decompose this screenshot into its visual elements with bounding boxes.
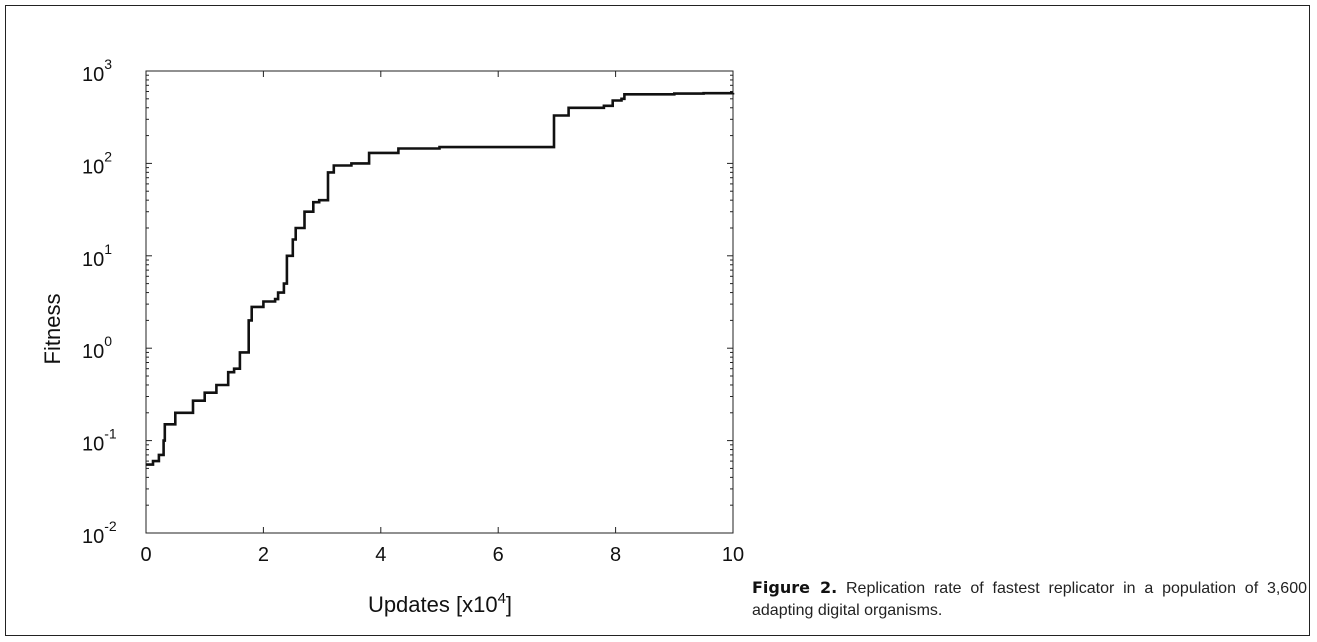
x-axis-label-exponent: 4 (498, 590, 506, 607)
figure-frame (5, 5, 1310, 636)
plot-frame (145, 70, 734, 534)
x-tick-label: 4 (375, 544, 386, 566)
y-tick-label: 100 (82, 333, 112, 363)
y-tick-label: 10-1 (82, 426, 117, 456)
y-tick-label: 101 (82, 241, 112, 271)
x-axis-label-text: Updates [x10 (368, 592, 498, 617)
caption-text: Replication rate of fastest replicator i… (752, 580, 1308, 619)
chart: 0 2 4 6 8 10 103 102 101 100 10-1 10-2 Fitness Upda… (40, 56, 744, 617)
caption-label: Figure 2. (752, 578, 838, 597)
figure-caption: Figure 2. Replication rate of fastest re… (752, 577, 1307, 622)
x-axis-label: Updates [x104] (368, 590, 512, 617)
x-tick-label: 6 (493, 544, 504, 566)
plot-area: 0 2 4 6 8 10 103 102 101 100 10-1 10-2 (82, 56, 744, 566)
y-axis-label: Fitness (40, 294, 65, 365)
fitness-series-line (146, 91, 735, 466)
y-tick-label: 103 (82, 56, 112, 86)
y-tick-label: 102 (82, 148, 112, 178)
x-tick-label: 0 (140, 544, 151, 566)
x-tick-label: 10 (722, 544, 744, 566)
x-tick-label: 8 (610, 544, 621, 566)
x-axis-label-end: ] (506, 592, 512, 617)
x-tick-label: 2 (258, 544, 269, 566)
y-tick-label: 10-2 (82, 518, 117, 548)
